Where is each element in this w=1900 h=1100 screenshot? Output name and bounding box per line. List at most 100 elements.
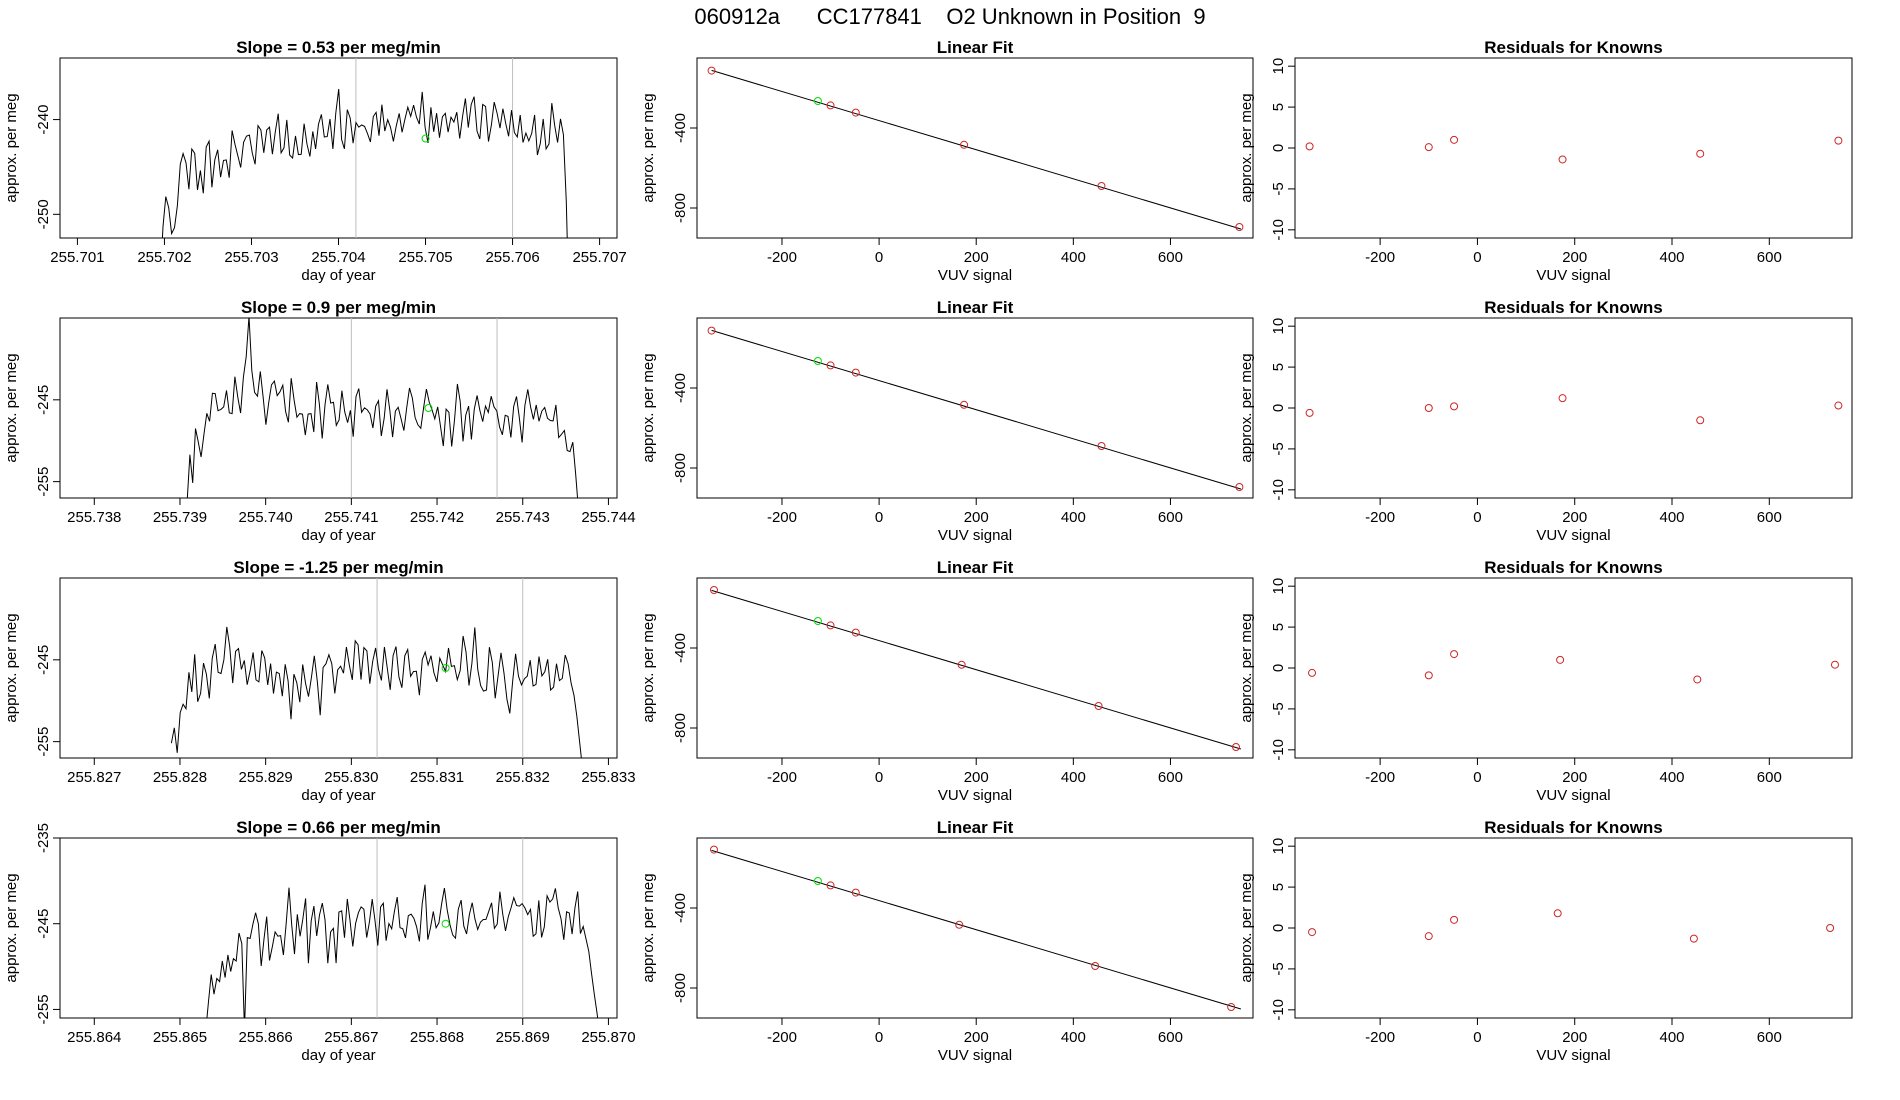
known-point <box>826 101 835 110</box>
x-tick-label: -200 <box>1365 249 1395 266</box>
residual-point <box>1424 404 1433 412</box>
x-tick-label: 255.701 <box>50 249 104 266</box>
plot-frame <box>59 577 618 759</box>
y-axis-label: approx. per meg <box>1238 873 1255 982</box>
panel-time-series-row3: Slope = -1.25 per meg/min 255.827 255.828 2… <box>3 558 636 804</box>
x-axis-label: VUV signal <box>938 527 1012 544</box>
x-axis-label: VUV signal <box>1536 527 1610 544</box>
x-tick-label: 255.865 <box>153 1029 207 1046</box>
plot-frame <box>696 57 1254 239</box>
panel-time-series-row1: Slope = 0.53 per meg/min 255.701 255.702 25… <box>3 38 627 284</box>
x-tick-label: 200 <box>964 509 989 526</box>
plot-frame <box>1294 837 1853 1019</box>
y-tick-label: -255 <box>35 994 52 1024</box>
plot-title: Linear Fit <box>937 38 1014 57</box>
y-tick-label: -255 <box>35 727 52 757</box>
x-axis-label: VUV signal <box>1536 1047 1610 1064</box>
plot-title: Residuals for Knowns <box>1484 818 1663 837</box>
series-line <box>161 88 568 238</box>
known-point <box>826 361 835 370</box>
x-axis-label: VUV signal <box>938 787 1012 804</box>
residual-point <box>1553 909 1562 918</box>
y-tick-label: -400 <box>672 373 689 403</box>
y-tick-label: -400 <box>672 893 689 923</box>
x-axis-label: day of year <box>301 527 375 544</box>
y-tick-label: -10 <box>1270 479 1287 501</box>
y-tick-label: -245 <box>35 385 52 415</box>
residual-point <box>1450 135 1459 144</box>
known-point <box>707 326 716 335</box>
series-line <box>170 626 582 758</box>
x-tick-label: 0 <box>875 509 883 526</box>
x-tick-label: 400 <box>1061 769 1086 786</box>
x-tick-label: 255.864 <box>67 1029 121 1046</box>
panel-residuals-row2: Residuals for Knowns -200 0 200 400 600 VUV si… <box>1238 298 1853 544</box>
plot-marks <box>1308 650 1839 684</box>
y-tick-label: -240 <box>35 105 52 135</box>
x-tick-label: 200 <box>964 249 989 266</box>
plot-title: Linear Fit <box>937 818 1014 837</box>
y-tick-label: -250 <box>35 199 52 229</box>
residual-point <box>1308 668 1317 677</box>
x-tick-label: 255.705 <box>398 249 452 266</box>
known-point <box>1097 182 1106 190</box>
y-tick-label: 10 <box>1270 58 1287 75</box>
y-tick-label: 5 <box>1270 623 1287 631</box>
x-tick-label: 400 <box>1061 509 1086 526</box>
x-tick-label: -200 <box>1365 509 1395 526</box>
known-point <box>1091 962 1100 970</box>
fit-line <box>711 329 1242 490</box>
x-tick-label: 0 <box>875 769 883 786</box>
plot-marks <box>186 318 579 498</box>
y-axis-label: approx. per meg <box>3 613 20 722</box>
x-axis-label: VUV signal <box>938 1047 1012 1064</box>
plot-marks <box>1305 394 1843 425</box>
residual-point <box>1834 136 1843 145</box>
x-tick-label: 0 <box>1473 1029 1481 1046</box>
y-axis-label: approx. per meg <box>640 613 657 722</box>
plot-frame <box>696 577 1254 759</box>
y-tick-label: -245 <box>35 645 52 675</box>
plot-frame <box>696 317 1254 499</box>
x-tick-label: 255.743 <box>496 509 550 526</box>
x-axis-label: VUV signal <box>1536 787 1610 804</box>
y-tick-label: -800 <box>672 193 689 223</box>
residual-point <box>1558 155 1567 164</box>
x-tick-label: 255.829 <box>239 769 293 786</box>
x-tick-label: -200 <box>1365 1029 1395 1046</box>
known-point <box>709 845 718 854</box>
panel-time-series-row4: Slope = 0.66 per meg/min 255.864 255.865 25… <box>3 818 636 1064</box>
x-tick-label: 400 <box>1659 769 1684 786</box>
x-tick-label: 0 <box>1473 509 1481 526</box>
known-point <box>851 888 860 897</box>
y-tick-label: -800 <box>672 453 689 483</box>
x-tick-label: 255.744 <box>581 509 635 526</box>
unknown-point <box>813 617 822 625</box>
x-tick-label: 0 <box>1473 249 1481 266</box>
y-axis-label: approx. per meg <box>1238 93 1255 202</box>
known-point <box>851 368 860 377</box>
x-tick-label: 255.739 <box>153 509 207 526</box>
residual-point <box>1834 401 1843 410</box>
y-tick-label: 0 <box>1270 144 1287 152</box>
y-tick-label: -400 <box>672 633 689 663</box>
residual-point <box>1556 655 1565 664</box>
x-tick-label: 255.702 <box>137 249 191 266</box>
known-point <box>826 621 835 630</box>
x-axis-label: VUV signal <box>938 267 1012 284</box>
known-point <box>1235 483 1244 491</box>
x-tick-label: 255.832 <box>496 769 550 786</box>
residual-point <box>1424 932 1433 941</box>
x-tick-label: 255.742 <box>410 509 464 526</box>
y-tick-label: -800 <box>672 713 689 743</box>
plot-frame <box>1294 317 1853 499</box>
y-tick-label: -5 <box>1270 442 1287 455</box>
x-tick-label: 255.833 <box>581 769 635 786</box>
x-tick-label: 400 <box>1061 249 1086 266</box>
x-tick-label: 200 <box>1562 1029 1587 1046</box>
x-tick-label: -200 <box>767 249 797 266</box>
y-axis-label: approx. per meg <box>1238 353 1255 462</box>
plot-frame <box>59 57 618 239</box>
y-tick-label: -245 <box>35 909 52 939</box>
